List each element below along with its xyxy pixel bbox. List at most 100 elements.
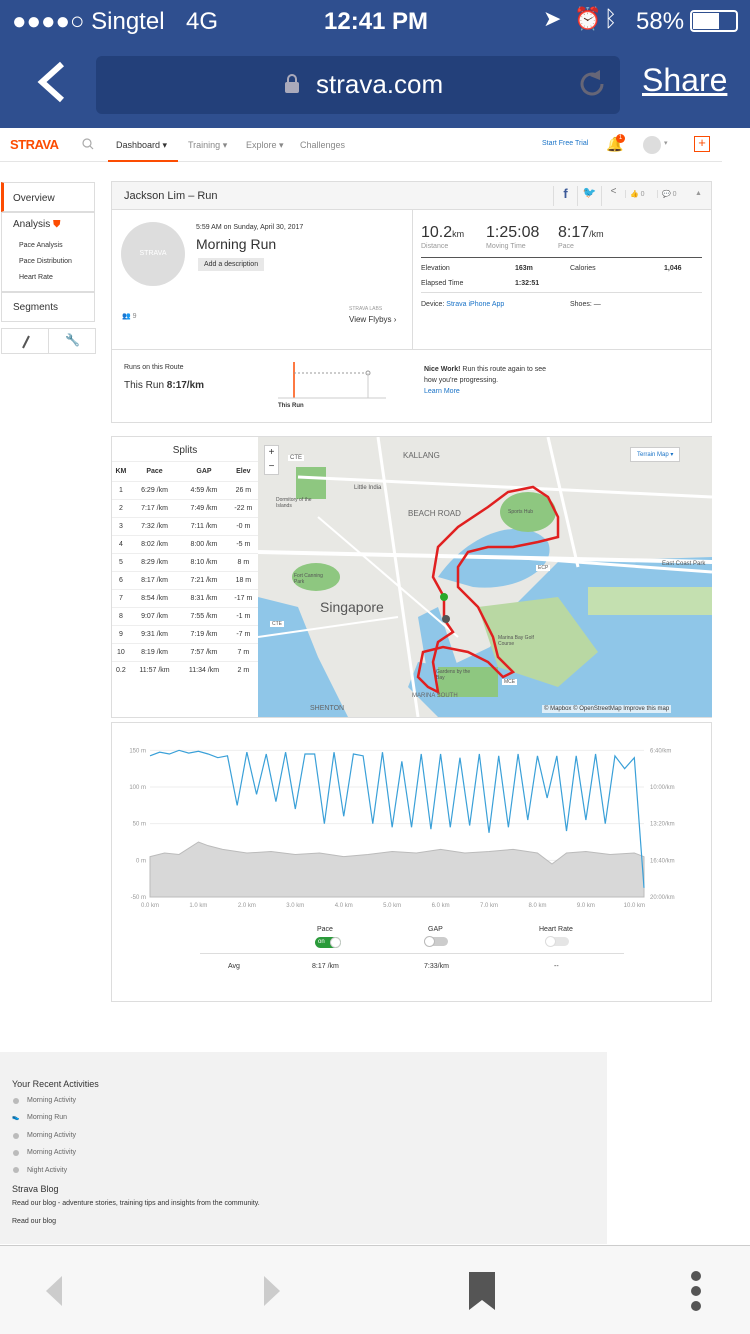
pace-toggle[interactable]: on bbox=[315, 937, 341, 948]
table-row: 0.2 11:57 /km 11:34 /km 2 m bbox=[112, 661, 258, 680]
moving-time-value: 1:25:08 bbox=[486, 224, 540, 241]
zoom-out-button[interactable]: − bbox=[268, 461, 275, 472]
zoom-controls[interactable]: + − bbox=[264, 445, 279, 475]
table-cell: 8 m bbox=[237, 559, 250, 566]
route-map[interactable]: KALLANG CTE Little India Dormitory of th… bbox=[258, 437, 712, 717]
table-cell: 7:57 /km bbox=[190, 649, 218, 656]
blog-link[interactable]: Read our blog bbox=[12, 1218, 56, 1225]
recent-activity-item[interactable]: Morning Activity bbox=[27, 1097, 77, 1104]
table-cell: 4 bbox=[118, 541, 123, 548]
athlete-avatar[interactable]: STRAVA bbox=[121, 222, 185, 286]
status-bar: ●●●●○ Singtel 4G 12:41 PM ➤ ⏰ ᛒ 58% bbox=[0, 0, 750, 42]
strava-logo[interactable]: STRAVA bbox=[10, 137, 59, 152]
heart-rate-toggle[interactable] bbox=[545, 936, 569, 947]
twitter-icon[interactable]: 🐦 bbox=[577, 186, 601, 206]
battery-percent: 58% bbox=[636, 8, 685, 35]
splits-table: KM Pace GAP Elev 1 6:29 /km 4:59 /km 26 m 2 7:17… bbox=[112, 461, 258, 680]
table-cell: 8:54 /km bbox=[141, 595, 168, 602]
view-flybys-link[interactable]: View Flybys › bbox=[349, 315, 397, 324]
sidebar-item-pace-analysis[interactable]: Pace Analysis bbox=[19, 242, 63, 249]
upload-plus-icon[interactable]: + bbox=[694, 136, 710, 152]
tab-challenges[interactable]: Challenges bbox=[300, 140, 346, 150]
facebook-icon[interactable]: f bbox=[553, 186, 577, 206]
legend-gap-label: GAP bbox=[428, 926, 443, 933]
user-avatar[interactable] bbox=[643, 136, 661, 154]
table-cell: -0 m bbox=[236, 523, 251, 530]
sidebar-item-overview[interactable]: Overview bbox=[1, 182, 95, 212]
edit-button[interactable] bbox=[1, 328, 49, 354]
terrain-map-dropdown[interactable]: Terrain Map ▾ bbox=[630, 447, 681, 462]
tab-explore[interactable]: Explore ▾ bbox=[246, 140, 284, 150]
bookmark-icon[interactable] bbox=[469, 1272, 495, 1310]
y-tick-label-left: 50 m bbox=[133, 822, 146, 828]
elevation-value: 163m bbox=[515, 265, 533, 272]
calories-value: 1,046 bbox=[664, 265, 682, 272]
map-label-fort-canning: Fort Canning Park bbox=[294, 573, 323, 585]
avg-gap: 7:33/km bbox=[424, 963, 449, 970]
forward-icon[interactable] bbox=[262, 1276, 282, 1306]
pace-elevation-chart[interactable]: 150 m 100 m 50 m 0 m -50 m 6:40/km 10:00/km 13… bbox=[112, 729, 712, 909]
table-cell: 7 m bbox=[237, 649, 250, 656]
x-tick-label: 3.0 km bbox=[286, 903, 304, 909]
table-cell: 4:59 /km bbox=[190, 487, 218, 494]
sidebar-item-pace-distribution[interactable]: Pace Distribution bbox=[19, 258, 72, 265]
recent-activity-item[interactable]: Morning Activity bbox=[27, 1149, 77, 1156]
recent-activities-title: Your Recent Activities bbox=[12, 1079, 99, 1089]
alarm-icon: ⏰ bbox=[574, 6, 602, 31]
map-label-cte: CTE bbox=[288, 455, 304, 461]
table-cell: 7:19 /km bbox=[190, 631, 218, 638]
y-tick-label-right: 20:00/km bbox=[650, 895, 675, 901]
sidebar-item-heart-rate[interactable]: Heart Rate bbox=[19, 274, 53, 281]
gap-toggle[interactable] bbox=[424, 936, 448, 947]
sidebar-item-analysis[interactable]: Analysis bbox=[13, 219, 51, 230]
activity-dot-icon bbox=[13, 1167, 19, 1173]
sidebar-item-segments[interactable]: Segments bbox=[1, 292, 95, 322]
recent-activity-item[interactable]: Night Activity bbox=[27, 1167, 68, 1174]
sidebar-analysis[interactable]: Analysis ⛊ Pace Analysis Pace Distributi… bbox=[1, 212, 95, 292]
add-description-button[interactable]: Add a description bbox=[198, 258, 265, 271]
wrench-button[interactable]: 🔧 bbox=[48, 328, 96, 354]
map-canvas[interactable] bbox=[258, 437, 712, 717]
collapse-icon[interactable]: ▲ bbox=[695, 190, 702, 197]
back-arrow-icon[interactable] bbox=[36, 60, 66, 114]
blog-title: Strava Blog bbox=[12, 1184, 59, 1194]
map-label-east-coast: East Coast Park bbox=[662, 561, 706, 567]
map-label-cte-2: CTE bbox=[270, 621, 284, 627]
chevron-down-icon[interactable]: ▾ bbox=[664, 140, 668, 147]
x-axis: 0.0 km 1.0 km 2.0 km 3.0 km 4.0 km 5.0 km 6.0 … bbox=[141, 903, 645, 909]
back-icon[interactable] bbox=[44, 1276, 64, 1306]
recent-activity-item[interactable]: Morning Activity bbox=[27, 1132, 77, 1139]
tab-dashboard[interactable]: Dashboard ▾ bbox=[108, 128, 178, 162]
footer-section: Your Recent Activities Morning Activity … bbox=[0, 1052, 607, 1244]
notification-badge: 1 bbox=[616, 134, 625, 143]
location-icon: ➤ bbox=[543, 6, 562, 31]
table-cell: 8:00 /km bbox=[190, 541, 218, 548]
table-cell: -1 m bbox=[236, 613, 251, 620]
kudos-button[interactable]: 👍 0 bbox=[625, 190, 645, 198]
blog-text: Read our blog - adventure stories, train… bbox=[12, 1200, 260, 1207]
battery-icon bbox=[690, 10, 738, 32]
comment-button[interactable]: 💬 0 bbox=[657, 190, 677, 198]
share-button[interactable]: Share bbox=[642, 62, 728, 98]
start-trial-link[interactable]: Start Free Trial bbox=[542, 140, 589, 147]
table-cell: 11:57 /km bbox=[139, 667, 170, 675]
map-attribution[interactable]: © Mapbox © OpenStreetMap Improve this ma… bbox=[542, 705, 672, 713]
splits-title: Splits bbox=[172, 445, 198, 456]
search-icon[interactable] bbox=[82, 137, 94, 155]
tab-training[interactable]: Training ▾ bbox=[188, 140, 228, 150]
distance-value: 10.2km bbox=[421, 224, 465, 241]
url-bar[interactable]: strava.com bbox=[96, 56, 620, 114]
device-link[interactable]: Strava iPhone App bbox=[446, 301, 505, 308]
learn-more-link[interactable]: Learn More bbox=[424, 388, 460, 395]
table-cell: 7:11 /km bbox=[190, 523, 218, 530]
reload-icon[interactable] bbox=[576, 68, 608, 105]
zoom-in-button[interactable]: + bbox=[268, 447, 275, 458]
share-icon[interactable]: < bbox=[601, 186, 625, 206]
table-cell: 2 bbox=[118, 505, 123, 512]
activity-date: 5:59 AM on Sunday, April 30, 2017 bbox=[196, 224, 304, 231]
map-label-beach-road: BEACH ROAD bbox=[408, 509, 461, 518]
recent-activity-item[interactable]: Morning Run bbox=[27, 1114, 68, 1121]
kudos-count[interactable]: 👥 9 bbox=[122, 313, 137, 320]
more-options-icon[interactable] bbox=[688, 1270, 704, 1312]
table-cell: 18 m bbox=[235, 577, 252, 584]
